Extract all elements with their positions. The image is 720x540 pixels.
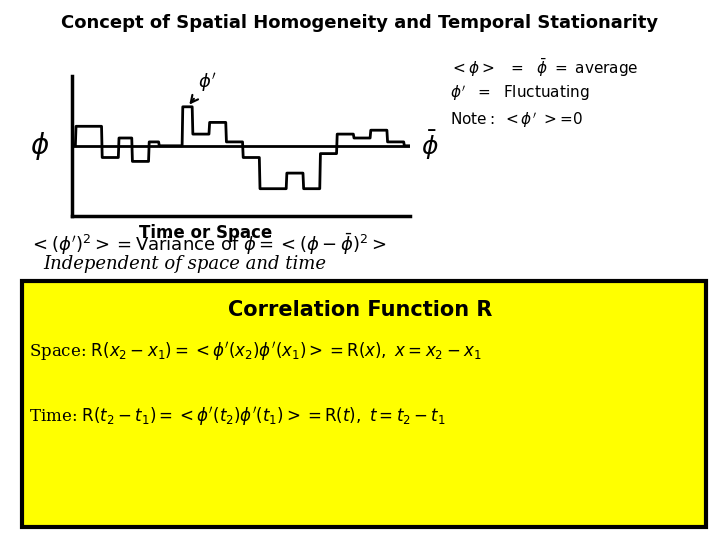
Text: Concept of Spatial Homogeneity and Temporal Stationarity: Concept of Spatial Homogeneity and Tempo… bbox=[61, 14, 659, 31]
Text: $\phi'\ \ =\ \ \mathrm{Fluctuating}$: $\phi'\ \ =\ \ \mathrm{Fluctuating}$ bbox=[450, 84, 590, 103]
Text: $<(\phi')^2>=\mathrm{Variance\ of\ }\phi=<(\phi-\bar{\phi})^2>$: $<(\phi')^2>=\mathrm{Variance\ of\ }\phi… bbox=[29, 231, 387, 256]
Text: $\bar{\phi}$: $\bar{\phi}$ bbox=[421, 129, 439, 163]
Text: $\mathrm{Note:}\ <\phi'\ >\!=\!0$: $\mathrm{Note:}\ <\phi'\ >\!=\!0$ bbox=[450, 111, 583, 130]
Text: $\phi'$: $\phi'$ bbox=[191, 71, 216, 103]
Text: Time: $\mathrm{R}(t_2-t_1)=<\phi'(t_2)\phi'(t_1)>=\mathrm{R}(t),\ t=t_2-t_1$: Time: $\mathrm{R}(t_2-t_1)=<\phi'(t_2)\p… bbox=[29, 405, 446, 428]
Text: Correlation Function R: Correlation Function R bbox=[228, 300, 492, 320]
Text: $\phi$: $\phi$ bbox=[30, 130, 49, 162]
Text: Space: $\mathrm{R}(x_2-x_1)=<\phi'(x_2)\phi'(x_1)>=\mathrm{R}(x),\ x=x_2-x_1$: Space: $\mathrm{R}(x_2-x_1)=<\phi'(x_2)\… bbox=[29, 340, 481, 363]
Text: $<\phi>\ \ =\ \ \bar{\phi}\ =\ \mathrm{average}$: $<\phi>\ \ =\ \ \bar{\phi}\ =\ \mathrm{a… bbox=[450, 57, 639, 79]
FancyBboxPatch shape bbox=[22, 281, 706, 526]
Text: Time or Space: Time or Space bbox=[138, 224, 272, 242]
Text: Independent of space and time: Independent of space and time bbox=[43, 255, 326, 273]
